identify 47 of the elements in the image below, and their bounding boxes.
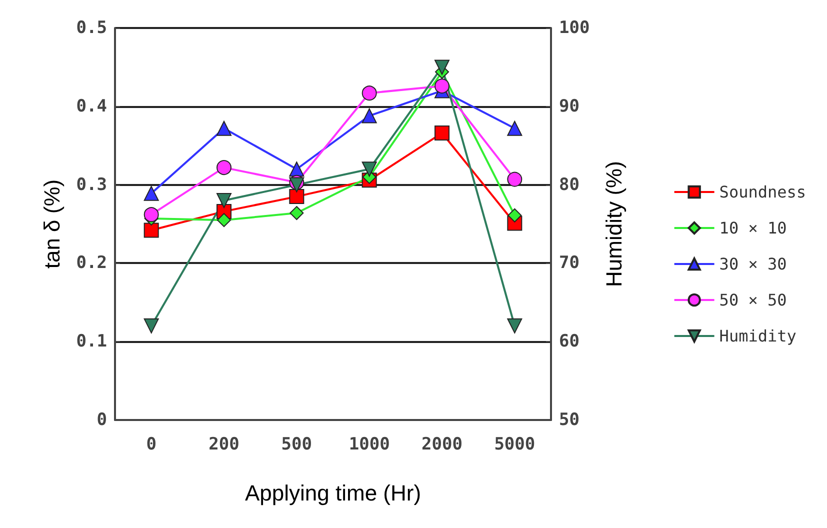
- point: [217, 213, 231, 228]
- x-tick-label: 200: [208, 434, 240, 454]
- x-tick-label: 2000: [422, 434, 462, 454]
- point: [290, 206, 304, 220]
- point: [289, 162, 304, 177]
- point: [144, 207, 159, 222]
- y2-tick-label: 100: [559, 18, 590, 38]
- point: [434, 78, 450, 94]
- legend-label: 50 × 50: [719, 290, 787, 310]
- y-tick-label: 0.5: [76, 18, 107, 38]
- x-tick-label: 1000: [348, 434, 390, 454]
- y-tick-label: 0.4: [76, 96, 107, 116]
- y-tick-label: 0.1: [76, 332, 107, 352]
- point: [216, 120, 232, 136]
- point: [144, 222, 159, 238]
- y2-tick-label: 70: [559, 253, 580, 274]
- point: [289, 189, 304, 204]
- y-tick-label: 0.3: [76, 174, 107, 195]
- y2-tick-label: 50: [559, 410, 580, 430]
- point: [434, 126, 450, 141]
- point: [216, 192, 232, 208]
- y-tick-label: 0: [96, 410, 107, 430]
- legend-label: 10 × 10: [719, 218, 787, 238]
- point: [434, 60, 450, 75]
- point: [362, 162, 377, 177]
- legend-label: Soundness: [719, 182, 806, 202]
- y-tick-label: 0.2: [76, 253, 107, 274]
- y2-axis-title: Humidity (%): [602, 161, 626, 287]
- point: [507, 318, 522, 334]
- point: [144, 318, 159, 334]
- y2-tick-label: 80: [559, 174, 580, 195]
- point: [144, 186, 159, 201]
- point: [508, 208, 522, 222]
- x-axis-title: Applying time (Hr): [244, 480, 422, 506]
- point: [362, 108, 377, 124]
- legend-label: 30 × 30: [719, 254, 787, 274]
- point: [507, 120, 522, 136]
- point: [216, 160, 232, 176]
- y2-tick-label: 60: [559, 332, 580, 352]
- x-tick-label: 0: [146, 434, 156, 454]
- y2-tick-label: 90: [559, 96, 580, 116]
- point: [362, 86, 377, 101]
- x-tick-label: 5000: [494, 434, 536, 454]
- y-axis-title: tan δ (%): [40, 179, 64, 269]
- point: [507, 172, 522, 187]
- legend-label: Humidity: [719, 326, 797, 346]
- x-tick-label: 500: [281, 434, 312, 454]
